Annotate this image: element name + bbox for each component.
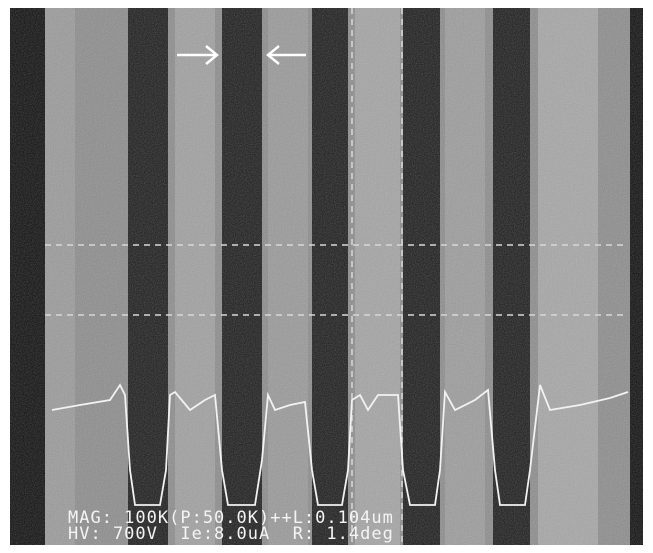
overlay-line: HV: 700V Ie:8.0uA R: 1.4deg (68, 524, 394, 544)
sem-image: MAG: 100K(P:50.0K)++L:0.104um HV: 700V I… (0, 0, 653, 553)
page: {"overlay": {"line1": "MAG: 100K(P:50.0K… (0, 0, 653, 553)
noise (10, 8, 643, 545)
